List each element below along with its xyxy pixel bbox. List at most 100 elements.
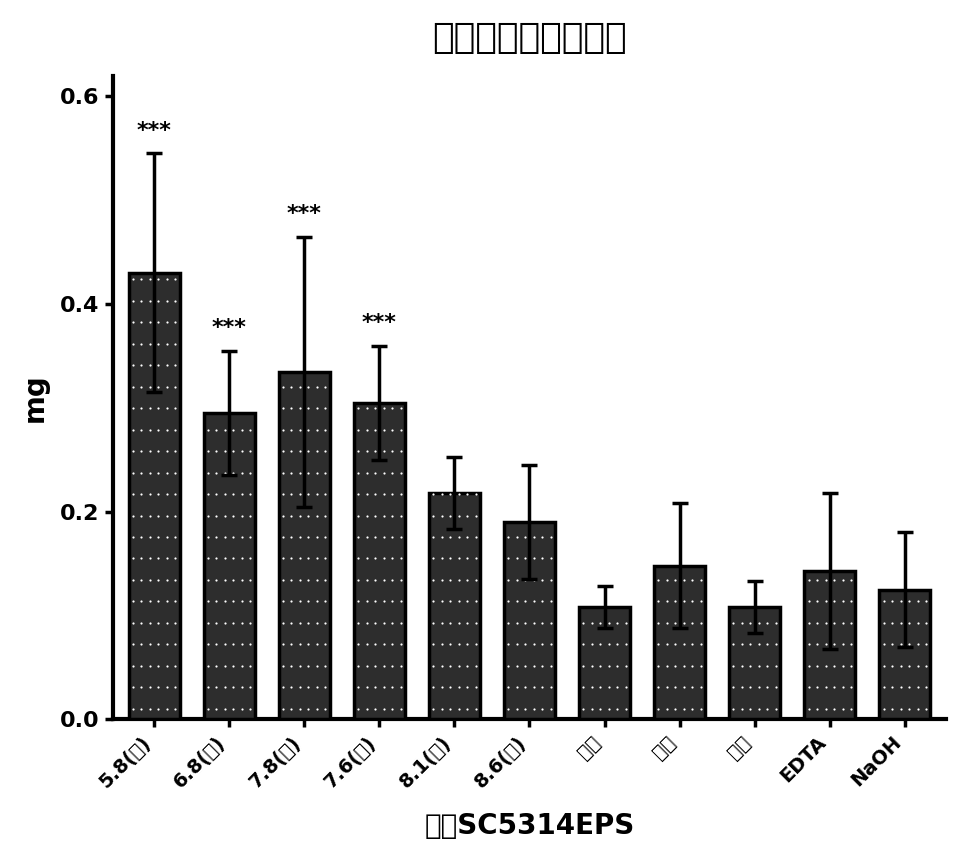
Point: [526, 659, 542, 672]
Point: [376, 487, 392, 501]
Point: [133, 509, 149, 523]
Point: [133, 358, 149, 372]
Point: [151, 380, 166, 393]
Point: [835, 680, 850, 694]
Point: [468, 702, 484, 715]
Point: [442, 637, 457, 651]
Point: [142, 680, 158, 694]
Point: [451, 659, 466, 672]
Point: [893, 637, 908, 651]
Point: [133, 530, 149, 544]
Point: [535, 659, 550, 672]
Point: [243, 659, 258, 672]
Point: [451, 487, 466, 501]
Point: [301, 594, 316, 608]
Point: [376, 594, 392, 608]
Point: [350, 552, 366, 566]
Point: [751, 702, 767, 715]
Point: [359, 509, 374, 523]
Title: 静态脂质各方法比较: 静态脂质各方法比较: [432, 21, 627, 55]
Point: [209, 552, 224, 566]
Point: [225, 466, 241, 480]
Point: [225, 616, 241, 629]
Point: [442, 702, 457, 715]
Point: [359, 423, 374, 437]
Point: [167, 358, 183, 372]
Point: [167, 294, 183, 308]
Point: [160, 573, 175, 586]
Point: [283, 380, 299, 393]
Bar: [428, 493, 480, 719]
Point: [133, 659, 149, 672]
Point: [751, 659, 767, 672]
Point: [309, 509, 325, 523]
Point: [151, 401, 166, 415]
Point: [142, 273, 158, 287]
Point: [885, 616, 900, 629]
Point: [125, 637, 140, 651]
Point: [526, 616, 542, 629]
Point: [151, 294, 166, 308]
Point: [318, 444, 334, 458]
Point: [125, 401, 140, 415]
Text: ***: ***: [136, 121, 171, 141]
Point: [393, 530, 408, 544]
Point: [609, 702, 625, 715]
Point: [276, 616, 291, 629]
Point: [367, 573, 383, 586]
Point: [133, 616, 149, 629]
Point: [276, 702, 291, 715]
Point: [468, 509, 484, 523]
Point: [350, 466, 366, 480]
Point: [801, 637, 816, 651]
Point: [292, 466, 308, 480]
Point: [142, 552, 158, 566]
Point: [526, 573, 542, 586]
Point: [309, 530, 325, 544]
Point: [142, 573, 158, 586]
Point: [584, 659, 600, 672]
Point: [200, 466, 216, 480]
Point: [509, 552, 524, 566]
Point: [685, 594, 700, 608]
Point: [218, 573, 233, 586]
Point: [167, 702, 183, 715]
Point: [593, 680, 608, 694]
Point: [809, 573, 825, 586]
Point: [827, 680, 842, 694]
Point: [167, 401, 183, 415]
Point: [283, 637, 299, 651]
Point: [459, 573, 475, 586]
Point: [501, 680, 516, 694]
Point: [309, 380, 325, 393]
Point: [393, 466, 408, 480]
Point: [318, 594, 334, 608]
Point: [376, 637, 392, 651]
Point: [283, 616, 299, 629]
Point: [442, 616, 457, 629]
Point: [225, 573, 241, 586]
Point: [167, 423, 183, 437]
Point: [693, 637, 709, 651]
Point: [359, 552, 374, 566]
Point: [651, 616, 666, 629]
Point: [667, 573, 683, 586]
Point: [376, 466, 392, 480]
Point: [768, 659, 783, 672]
Point: [676, 702, 691, 715]
Point: [919, 680, 934, 694]
Point: [218, 509, 233, 523]
Point: [243, 444, 258, 458]
Point: [801, 616, 816, 629]
Point: [451, 594, 466, 608]
Point: [301, 637, 316, 651]
Point: [651, 702, 666, 715]
Point: [283, 423, 299, 437]
Point: [434, 659, 450, 672]
Point: [133, 337, 149, 350]
Point: [734, 680, 749, 694]
Point: [243, 573, 258, 586]
Point: [151, 552, 166, 566]
Point: [893, 702, 908, 715]
Point: [809, 594, 825, 608]
